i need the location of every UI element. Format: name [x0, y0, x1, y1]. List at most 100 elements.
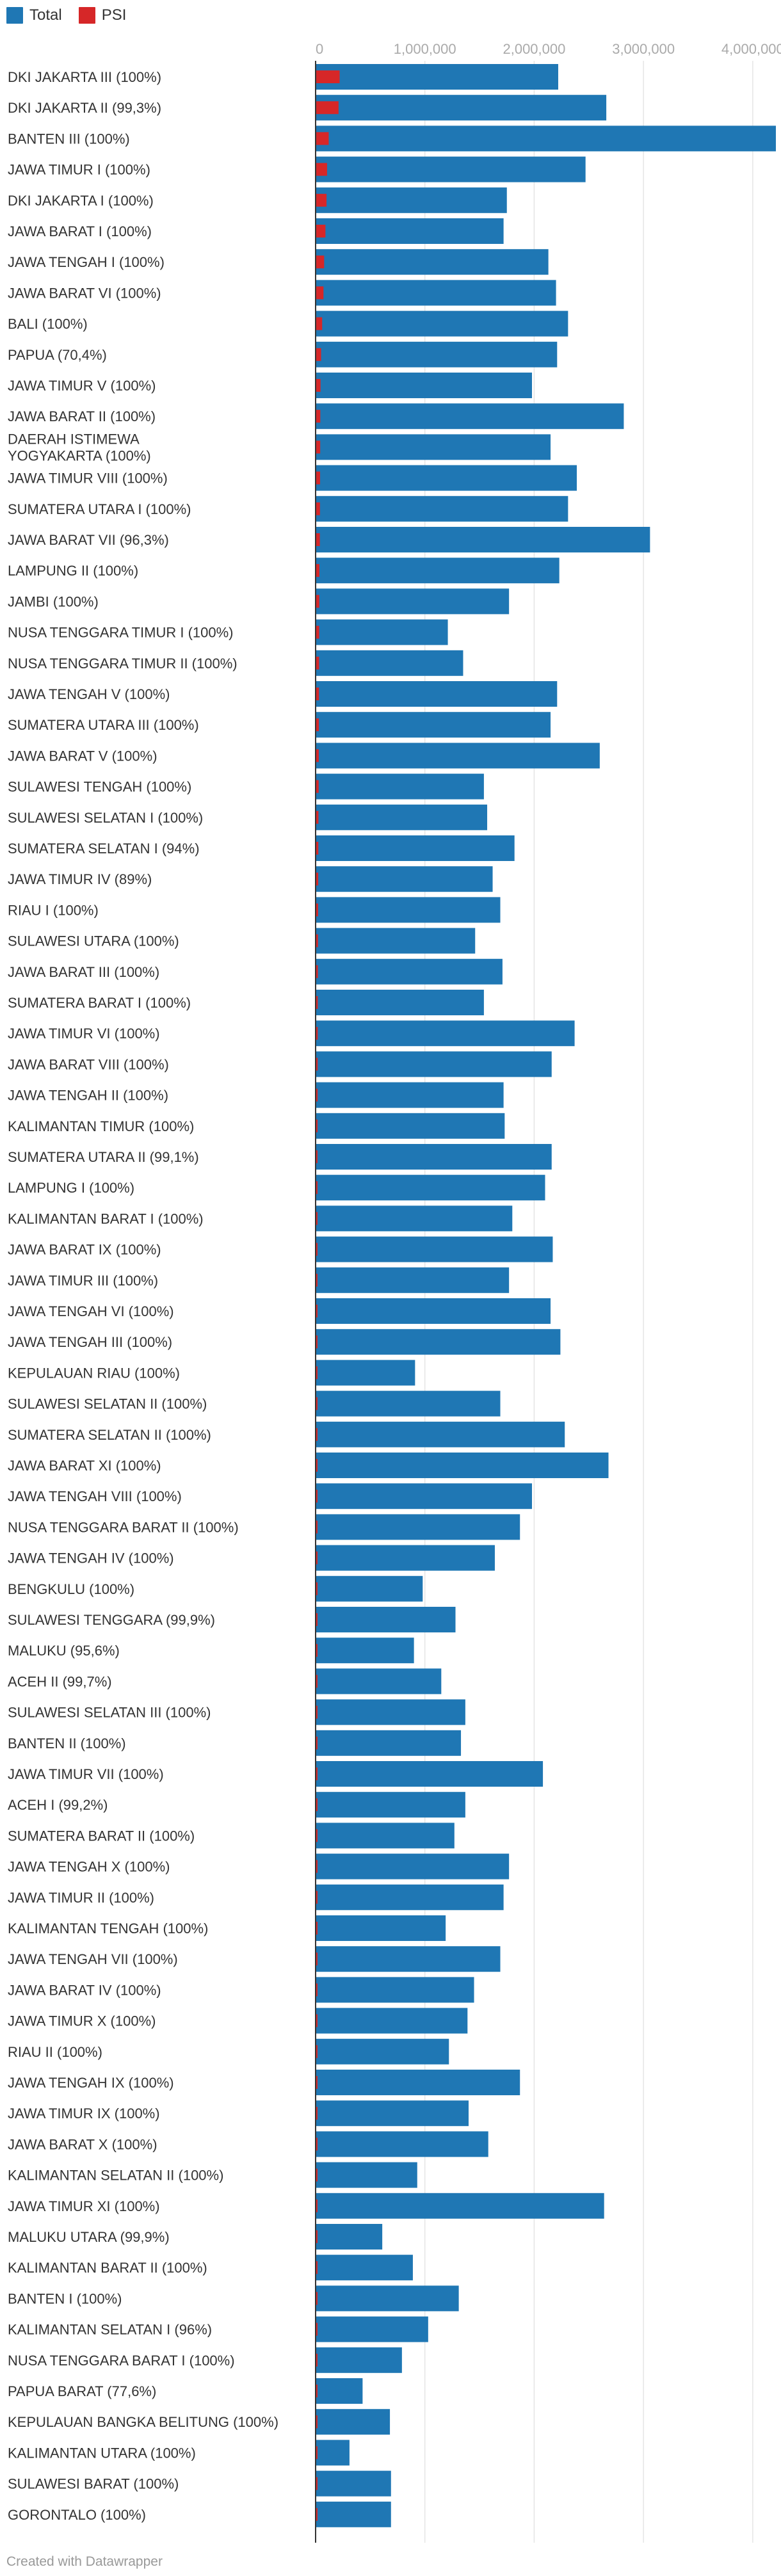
category-label: JAWA BARAT VI (100%) — [8, 285, 161, 301]
category-label: NUSA TENGGARA TIMUR I (100%) — [8, 625, 234, 641]
x-tick-label: 1,000,000 — [394, 41, 456, 57]
category-label: RIAU I (100%) — [8, 902, 99, 918]
legend-label: Total — [29, 6, 62, 24]
bar-total — [316, 218, 504, 244]
category-label: NUSA TENGGARA TIMUR II (100%) — [8, 656, 238, 672]
bar-total — [316, 2409, 390, 2435]
bar-total — [316, 1915, 446, 1941]
bar-total — [316, 2070, 520, 2095]
category-label: SULAWESI UTARA (100%) — [8, 933, 179, 949]
bar-total — [316, 1236, 553, 1262]
bar-psi — [316, 2014, 318, 2027]
bar-total — [316, 1360, 415, 1386]
bar-psi — [316, 1212, 318, 1225]
credit-text: Created with Datawrapper — [6, 2554, 163, 2569]
category-label: BANTEN I (100%) — [8, 2290, 122, 2306]
bar-total — [316, 2131, 488, 2157]
x-tick-label: 2,000,000 — [503, 41, 565, 57]
bar-total — [316, 1113, 505, 1139]
bar-total — [316, 1144, 552, 1170]
bar-psi — [316, 1767, 318, 1780]
bar-total — [316, 743, 600, 769]
category-label: JAWA TENGAH VII (100%) — [8, 1951, 178, 1967]
bar-psi — [316, 656, 319, 670]
category-label: JAWA BARAT X (100%) — [8, 2136, 157, 2152]
bar-psi — [316, 873, 319, 886]
bar-psi — [316, 1243, 318, 1256]
category-label: BANTEN III (100%) — [8, 131, 130, 147]
bar-psi — [316, 1088, 318, 1102]
bar-psi — [316, 348, 321, 361]
bar-psi — [316, 1119, 318, 1132]
x-axis-ticks: 0 1,000,000 2,000,000 3,000,000 4,000,000 — [316, 41, 781, 57]
legend-swatch — [78, 7, 95, 24]
category-label: LAMPUNG I (100%) — [8, 1180, 134, 1196]
category-label: KALIMANTAN SELATAN II (100%) — [8, 2168, 223, 2184]
bar-psi — [316, 471, 320, 485]
category-label: SUMATERA UTARA III (100%) — [8, 717, 199, 733]
bar-total — [316, 958, 503, 985]
bar-total — [316, 804, 488, 830]
bar-psi — [316, 1520, 318, 1534]
bar-psi — [316, 70, 340, 83]
category-label: JAWA BARAT I (100%) — [8, 223, 152, 239]
category-label: JAWA BARAT IX (100%) — [8, 1242, 161, 1258]
bar-psi — [316, 1644, 318, 1657]
x-tick-label: 3,000,000 — [612, 41, 675, 57]
legend-item-psi: PSI — [78, 6, 126, 24]
bar-psi — [316, 1181, 318, 1195]
bar-total — [316, 866, 493, 892]
bar-psi — [316, 1983, 318, 1997]
bar-total — [316, 2100, 469, 2127]
bar-total — [316, 434, 551, 460]
bars — [316, 64, 776, 2527]
bar-psi — [316, 595, 319, 608]
bar-psi — [316, 1952, 318, 1966]
bar-total — [316, 64, 558, 90]
bar-total — [316, 373, 533, 398]
bar-psi — [316, 625, 319, 639]
bar-total — [316, 1761, 543, 1787]
bar-total — [316, 897, 501, 923]
bar-total — [316, 1823, 455, 1849]
bar-total — [316, 1082, 504, 1108]
category-label: SULAWESI SELATAN II (100%) — [8, 1396, 207, 1412]
category-label: KALIMANTAN UTARA (100%) — [8, 2445, 196, 2461]
bar-total — [316, 1730, 462, 1756]
bar-psi — [316, 2137, 318, 2151]
bar-total — [316, 558, 560, 584]
bar-psi — [316, 225, 326, 237]
category-label: JAWA TIMUR VI (100%) — [8, 1026, 160, 1042]
category-label: JAWA TENGAH III (100%) — [8, 1334, 172, 1350]
bar-total — [316, 403, 624, 430]
bar-total — [316, 249, 549, 275]
category-label: JAWA BARAT III (100%) — [8, 964, 159, 980]
bar-psi — [316, 1335, 318, 1349]
bar-total — [316, 928, 476, 954]
bar-psi — [316, 1305, 318, 1317]
category-label: KALIMANTAN BARAT I (100%) — [8, 1211, 204, 1227]
category-label: RIAU II (100%) — [8, 2044, 102, 2060]
category-label: KEPULAUAN RIAU (100%) — [8, 1365, 180, 1381]
category-label: MALUKU UTARA (99,9%) — [8, 2229, 170, 2245]
bar-psi — [316, 1829, 318, 1842]
category-label: KALIMANTAN BARAT II (100%) — [8, 2260, 207, 2276]
bar-total — [316, 1545, 495, 1571]
bar-psi — [316, 132, 329, 145]
bar-psi — [316, 286, 324, 300]
bar-psi — [316, 317, 323, 330]
category-label: LAMPUNG II (100%) — [8, 563, 138, 579]
bar-psi — [316, 379, 321, 392]
bar-total — [316, 125, 776, 152]
category-label: JAWA TENGAH IX (100%) — [8, 2075, 174, 2091]
bar-psi — [316, 965, 318, 978]
bar-total — [316, 1329, 561, 1355]
bar-psi — [316, 996, 318, 1009]
category-label: DAERAH ISTIMEWA YOGYAKARTA (100%) — [8, 431, 151, 463]
bar-psi — [316, 2076, 318, 2089]
category-label: MALUKU (95,6%) — [8, 1643, 120, 1659]
bar-total — [316, 1699, 465, 1725]
category-label: JAWA BARAT VIII (100%) — [8, 1056, 169, 1072]
bar-total — [316, 990, 484, 1015]
